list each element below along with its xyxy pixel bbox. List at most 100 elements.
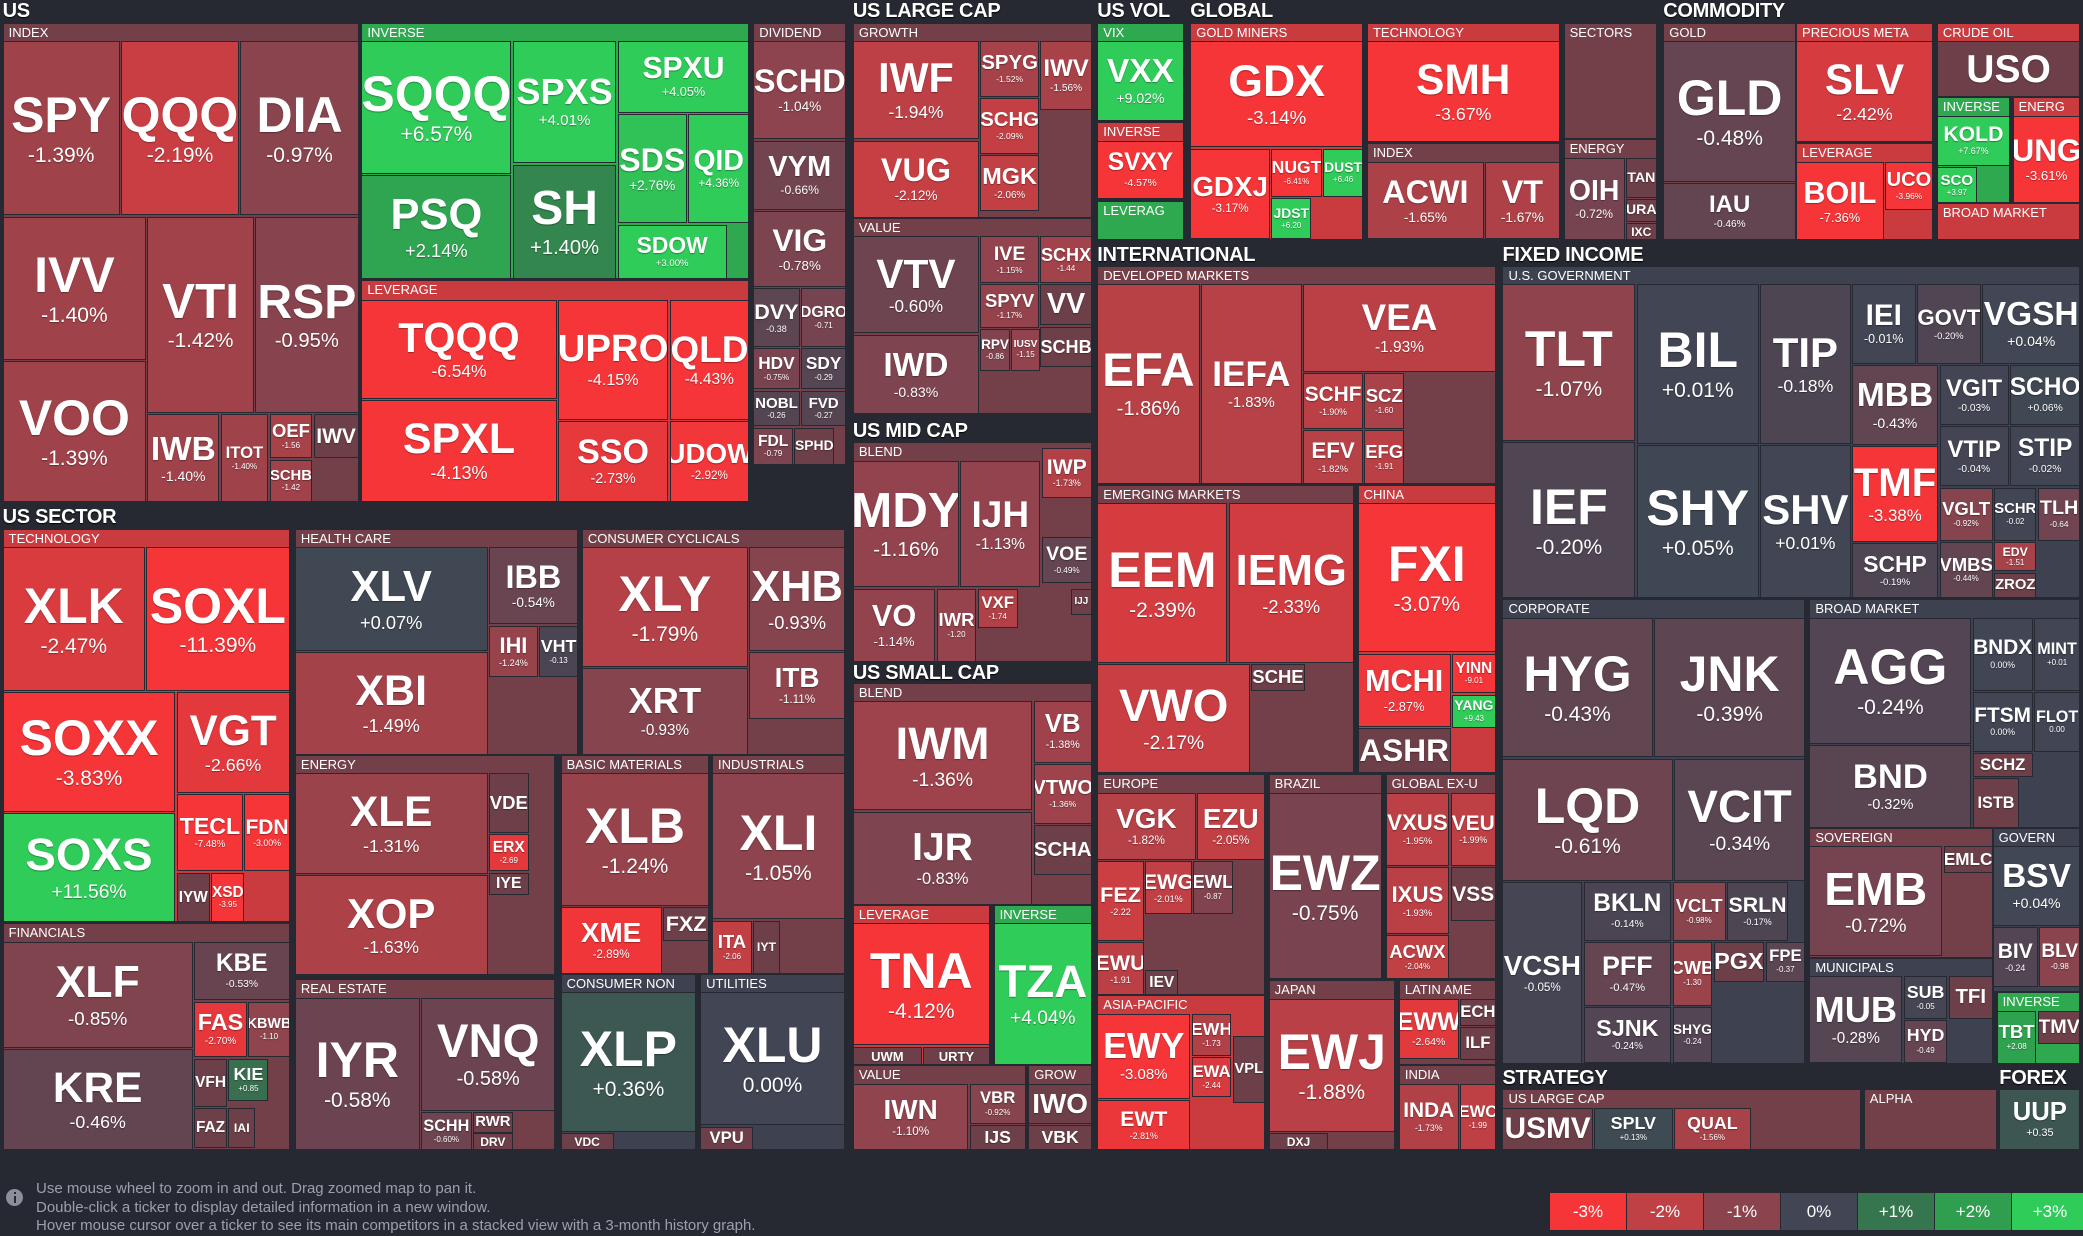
ticker-tile[interactable]: SHY +0.05% — [1636, 445, 1759, 598]
ticker-tile[interactable]: EWT -2.81% — [1097, 1099, 1191, 1151]
ticker-tile[interactable]: STIP -0.02% — [2009, 426, 2081, 487]
ticker-tile[interactable]: HDV -0.75% — [753, 348, 800, 390]
ticker-tile[interactable]: VWO -2.17% — [1097, 664, 1251, 774]
ticker-tile[interactable]: XSD -3.95 — [211, 872, 245, 922]
ticker-tile[interactable]: RSP -0.95% — [255, 216, 359, 414]
ticker-tile[interactable]: GDXJ -3.17% — [1190, 148, 1270, 240]
ticker-tile[interactable]: VSS — [1450, 867, 1496, 921]
ticker-tile[interactable]: IAI — [228, 1107, 256, 1148]
ticker-tile[interactable]: VTI -1.42% — [147, 216, 254, 414]
ticker-tile[interactable]: SCZ -1.60 — [1364, 373, 1405, 430]
ticker-tile[interactable]: VCLT -0.98% — [1672, 882, 1726, 941]
ticker-tile[interactable]: BSV +0.04% — [1992, 846, 2081, 926]
ticker-tile[interactable]: IWV -1.56% — [1040, 41, 1092, 111]
ticker-tile[interactable]: EWH -1.73 — [1191, 1013, 1232, 1057]
ticker-tile[interactable]: QID +4.36% — [688, 114, 750, 224]
ticker-tile[interactable]: IVV -1.40% — [2, 216, 147, 360]
ticker-tile[interactable]: VGIT -0.03% — [1939, 365, 2009, 426]
ticker-tile[interactable]: SCHA — [1033, 824, 1092, 876]
ticker-tile[interactable]: VO -1.14% — [852, 588, 936, 662]
ticker-tile[interactable]: EWY -3.08% — [1097, 1013, 1191, 1099]
ticker-tile[interactable]: SPLV +0.13% — [1594, 1107, 1673, 1151]
ticker-tile[interactable]: VTWO -1.36% — [1033, 763, 1092, 824]
ticker-tile[interactable]: SPYG -1.52% — [980, 41, 1039, 97]
ticker-tile[interactable]: SPHD — [794, 427, 835, 465]
ticker-tile[interactable]: VUG -2.12% — [852, 140, 980, 218]
ticker-tile[interactable]: SCHB -1.42 — [269, 459, 313, 503]
ticker-tile[interactable]: EMLC — [1943, 846, 1993, 873]
ticker-tile[interactable]: SHV +0.01% — [1760, 445, 1851, 598]
ticker-tile[interactable]: ITOT -1.40% — [220, 414, 269, 503]
ticker-tile[interactable]: EWA -2.44 — [1191, 1057, 1232, 1098]
ticker-tile[interactable]: SHYG -0.24 — [1672, 1006, 1713, 1063]
ticker-tile[interactable]: FXI -3.07% — [1357, 503, 1496, 653]
ticker-tile[interactable]: FAS -2.70% — [193, 1001, 248, 1058]
ticker-tile[interactable]: ITB -1.11% — [749, 652, 845, 719]
ticker-tile[interactable]: EWJ -1.88% — [1268, 998, 1395, 1132]
ticker-tile[interactable]: MCHI -2.87% — [1357, 653, 1451, 727]
ticker-tile[interactable]: BKLN -0.14% — [1583, 882, 1672, 941]
ticker-tile[interactable]: SCHH -0.60% — [421, 1111, 472, 1151]
ticker-tile[interactable]: FXZ — [662, 907, 710, 941]
ticker-tile[interactable]: UNG -3.61% — [2012, 115, 2081, 204]
ticker-tile[interactable]: IYT — [753, 920, 780, 974]
ticker-tile[interactable]: TNA -4.12% — [852, 923, 990, 1046]
ticker-tile[interactable]: URA — [1626, 199, 1657, 222]
ticker-tile[interactable]: FVD -0.27 — [801, 390, 847, 427]
ticker-tile[interactable]: DXJ — [1268, 1133, 1329, 1151]
ticker-tile[interactable]: VPL — [1232, 1036, 1265, 1103]
ticker-tile[interactable]: SDS +2.76% — [617, 114, 687, 224]
ticker-tile[interactable]: NUGT -6.41% — [1271, 148, 1322, 197]
ticker-tile[interactable]: KBE -0.53% — [193, 941, 290, 1001]
ticker-tile[interactable]: VT -1.67% — [1485, 162, 1560, 240]
ticker-tile[interactable]: UWM — [852, 1046, 922, 1066]
ticker-tile[interactable]: SPXL -4.13% — [361, 399, 557, 503]
ticker-tile[interactable]: VGLT -0.92% — [1939, 487, 1993, 541]
ticker-tile[interactable]: IUSV -1.15 — [1010, 329, 1041, 371]
ticker-tile[interactable]: SOXX -3.83% — [2, 692, 176, 812]
ticker-tile[interactable]: XLF -0.85% — [2, 941, 193, 1049]
ticker-tile[interactable]: MUB -0.28% — [1809, 976, 1903, 1063]
ticker-tile[interactable]: EFV -1.82% — [1303, 430, 1363, 484]
ticker-tile[interactable]: DGRO -0.71 — [801, 288, 847, 347]
ticker-tile[interactable]: TIP -0.18% — [1760, 284, 1851, 444]
ticker-tile[interactable]: RWR — [472, 1111, 513, 1134]
ticker-tile[interactable]: BLV -0.98 — [2039, 927, 2081, 988]
ticker-tile[interactable]: EDV -1.51 — [1993, 542, 2037, 572]
ticker-tile[interactable]: UDOW -2.92% — [669, 421, 750, 503]
ticker-tile[interactable]: VPU — [700, 1126, 754, 1151]
ticker-tile[interactable]: FTSM 0.00% — [1972, 692, 2033, 752]
ticker-tile[interactable]: IXUS -1.93% — [1385, 867, 1450, 934]
ticker-tile[interactable]: SPXU +4.05% — [617, 41, 750, 113]
ticker-tile[interactable]: VEA -1.93% — [1303, 284, 1496, 372]
ticker-tile[interactable]: SOXS +11.56% — [2, 813, 176, 922]
ticker-tile[interactable]: BND -0.32% — [1809, 745, 1972, 828]
ticker-tile[interactable]: RPV -0.86 — [980, 329, 1010, 371]
ticker-tile[interactable]: SDOW +3.00% — [617, 224, 727, 279]
ticker-tile[interactable]: FDL -0.79 — [753, 427, 794, 465]
ticker-tile[interactable]: IWP -1.73% — [1041, 447, 1092, 499]
ticker-tile[interactable]: MBB -0.43% — [1851, 365, 1939, 446]
ticker-tile[interactable]: VFH — [193, 1058, 228, 1107]
ticker-tile[interactable]: XME -2.89% — [560, 907, 662, 974]
ticker-tile[interactable]: IJH -1.13% — [960, 460, 1041, 588]
ticker-tile[interactable]: CWB -1.30 — [1672, 941, 1713, 1006]
ticker-tile[interactable]: IYE — [488, 872, 529, 896]
ticker-tile[interactable]: SDY -0.29 — [801, 348, 847, 390]
ticker-tile[interactable]: KIE +0.85 — [228, 1058, 269, 1102]
ticker-tile[interactable]: DIA -0.97% — [240, 41, 359, 216]
ticker-tile[interactable]: MGK -2.06% — [980, 155, 1039, 212]
ticker-tile[interactable]: SPXS +4.01% — [512, 41, 617, 164]
ticker-tile[interactable]: ZROZ — [1993, 572, 2037, 598]
ticker-tile[interactable]: VCSH -0.05% — [1502, 882, 1583, 1065]
ticker-tile[interactable]: IJS — [969, 1125, 1026, 1151]
ticker-tile[interactable]: EFG -1.91 — [1364, 430, 1405, 484]
ticker-tile[interactable]: SQQQ +6.57% — [361, 41, 512, 175]
ticker-tile[interactable]: GDX -3.14% — [1190, 41, 1363, 148]
ticker-tile[interactable]: SPY -1.39% — [2, 41, 120, 216]
ticker-tile[interactable]: ERX -2.69 — [488, 834, 529, 872]
ticker-tile[interactable]: HYD -0.49 — [1903, 1020, 1948, 1063]
ticker-tile[interactable]: VBK — [1028, 1125, 1092, 1151]
ticker-tile[interactable]: SLV -2.42% — [1796, 41, 1933, 143]
ticker-tile[interactable]: VGSH +0.04% — [1982, 284, 2081, 364]
